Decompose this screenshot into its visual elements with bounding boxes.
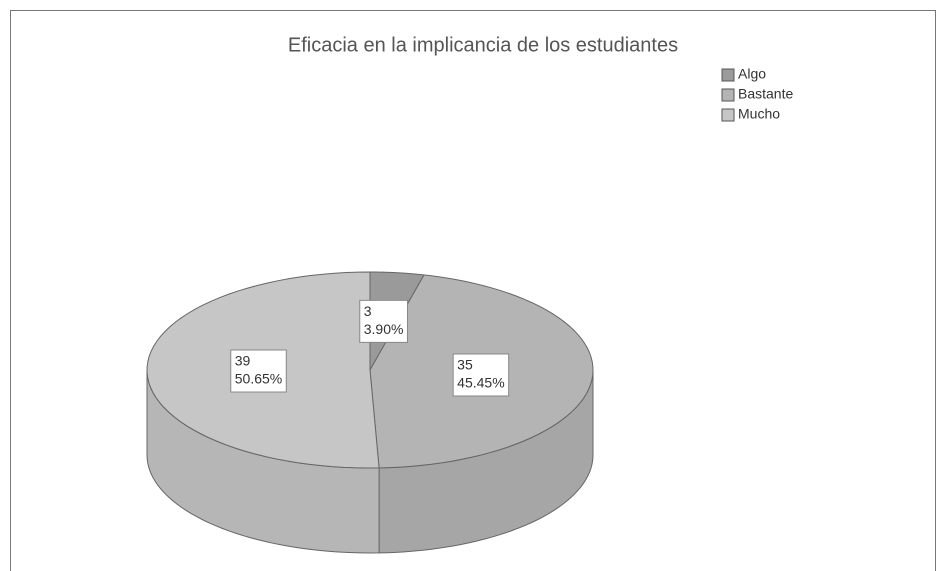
data-labels: 3 3.90% 35 45.45% 39 50.65%	[230, 299, 510, 397]
chart-title: Eficacia en la implicancia de los estudi…	[288, 34, 678, 56]
data-label-value: 3	[364, 303, 372, 319]
legend-label: Bastante	[738, 86, 793, 102]
legend-label: Algo	[738, 66, 766, 82]
data-label-value: 35	[457, 357, 473, 373]
data-label: 39 50.65%	[230, 349, 287, 393]
legend-swatch	[721, 88, 735, 102]
data-label-value: 39	[235, 353, 251, 369]
legend-swatch	[721, 68, 735, 82]
data-label-box	[230, 349, 287, 393]
legend: Algo Bastante Mucho	[721, 66, 793, 122]
legend-label: Mucho	[738, 106, 780, 122]
data-label-percent: 45.45%	[457, 375, 504, 391]
data-label-box	[452, 353, 510, 397]
data-label: 35 45.45%	[452, 353, 510, 397]
data-label-percent: 3.90%	[364, 321, 404, 337]
data-label-percent: 50.65%	[235, 371, 282, 387]
data-label-box	[359, 299, 408, 343]
legend-swatch	[721, 108, 735, 122]
data-label: 3 3.90%	[359, 299, 408, 343]
